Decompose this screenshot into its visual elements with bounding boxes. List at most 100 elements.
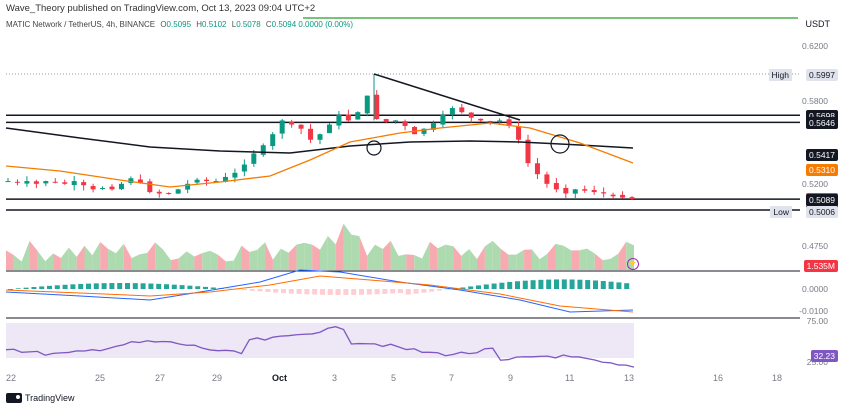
macd-histogram-bar <box>351 289 357 295</box>
tradingview-logo-icon <box>6 393 22 403</box>
candle-body <box>326 124 332 134</box>
candle-body <box>81 182 87 186</box>
candle-body <box>118 183 124 190</box>
volume-bar <box>359 236 368 270</box>
candle-body <box>421 128 427 134</box>
trend-line <box>373 73 521 121</box>
candle-body <box>213 181 219 183</box>
close-value: 0.5094 <box>271 20 297 29</box>
macd-histogram-bar <box>312 289 318 295</box>
macd-histogram-bar <box>585 280 591 289</box>
macd-histogram-bar <box>132 283 138 289</box>
candle-body <box>24 181 30 184</box>
volume-bar <box>327 236 336 270</box>
rsi-line <box>5 326 635 368</box>
candle-body <box>544 174 550 184</box>
rsi-tick-label: 75.00 <box>806 316 828 326</box>
volume-bar <box>233 245 242 270</box>
macd-histogram-bar <box>179 285 185 289</box>
candle-body <box>364 95 370 114</box>
volume-bar <box>123 243 132 270</box>
macd-histogram-bar <box>320 289 325 295</box>
macd-tick-label: -0.0100 <box>799 306 828 316</box>
macd-histogram-bar <box>398 289 403 293</box>
volume-bar <box>343 223 352 270</box>
macd-histogram-bar <box>460 287 466 289</box>
macd-histogram-bar <box>15 288 21 289</box>
volume-bar <box>68 247 77 270</box>
macd-histogram-bar <box>148 283 154 289</box>
symbol-legend[interactable]: MATIC Network / TetherUS, 4h, BINANCE O0… <box>6 20 353 29</box>
volume-bar <box>367 244 375 270</box>
macd-histogram-bar <box>577 279 583 289</box>
volume-bar <box>586 248 595 270</box>
macd-histogram-bar <box>429 289 435 292</box>
price-tag: 0.5310 <box>806 163 838 176</box>
time-tick-label: 3 <box>332 373 338 383</box>
candle-body <box>137 179 143 183</box>
volume-bar <box>579 248 587 270</box>
macd-histogram-bar <box>187 285 193 289</box>
macd-histogram-bar <box>86 283 91 289</box>
volume-bar <box>249 249 258 270</box>
time-tick-label: 5 <box>391 373 397 383</box>
macd-histogram-bar <box>117 283 123 289</box>
macd-histogram-bar <box>171 284 177 289</box>
close-label: C <box>265 20 272 29</box>
macd-histogram-bar <box>296 289 302 294</box>
volume-bar <box>147 242 156 270</box>
candle-body <box>402 121 408 126</box>
time-tick-label: 25 <box>95 373 106 383</box>
volume-bar <box>178 251 187 270</box>
macd-histogram-bar <box>273 289 279 293</box>
ema-50-line <box>5 122 634 188</box>
candle-body <box>563 187 569 194</box>
macd-histogram-bar <box>569 279 575 289</box>
macd-histogram-bar <box>156 283 162 289</box>
volume-bar <box>241 245 250 270</box>
macd-histogram-bar <box>62 284 68 289</box>
macd-histogram-bar <box>437 289 442 291</box>
candle-body <box>279 120 285 134</box>
macd-histogram-bar <box>242 289 247 291</box>
macd-histogram-bar <box>335 289 341 295</box>
volume-bar <box>139 252 148 270</box>
candle-body <box>440 114 446 125</box>
macd-histogram-bar <box>421 289 427 293</box>
candle-body <box>345 114 351 121</box>
volume-bar <box>351 234 360 270</box>
candle-body <box>459 107 465 113</box>
volume-bar <box>194 253 203 270</box>
candle-body <box>185 183 191 190</box>
candle-body <box>90 186 96 190</box>
volume-bar <box>13 255 22 270</box>
macd-histogram-bar <box>47 285 52 289</box>
macd-histogram-bar <box>125 283 130 289</box>
macd-histogram-bar <box>304 289 310 295</box>
macd-histogram-bar <box>600 281 606 289</box>
candle-body <box>251 153 257 164</box>
macd-histogram-bar <box>616 282 622 289</box>
candle-body <box>534 163 540 175</box>
volume-bar <box>429 241 438 270</box>
volume-bar <box>155 242 163 270</box>
volume-bar <box>437 244 446 270</box>
macd-histogram-bar <box>561 279 567 289</box>
top-bar: Wave_Theory published on TradingView.com… <box>0 0 850 18</box>
lightning-bolt-icon[interactable]: ⚡ <box>627 258 639 270</box>
candle-body <box>289 121 295 125</box>
candle-body <box>52 181 58 183</box>
macd-tick-label: 0.0000 <box>802 284 828 294</box>
brand-name: TradingView <box>25 393 75 403</box>
macd-histogram-bar <box>413 289 419 294</box>
candle-body <box>260 145 266 155</box>
volume-bar <box>398 254 407 270</box>
high-label: H <box>196 20 203 29</box>
volume-bar <box>422 241 430 270</box>
candle-body <box>194 179 200 183</box>
macd-histogram-bar <box>39 286 45 289</box>
macd-histogram-bar <box>507 281 513 289</box>
time-tick-label: 22 <box>6 373 17 383</box>
macd-histogram-bar <box>343 289 349 295</box>
